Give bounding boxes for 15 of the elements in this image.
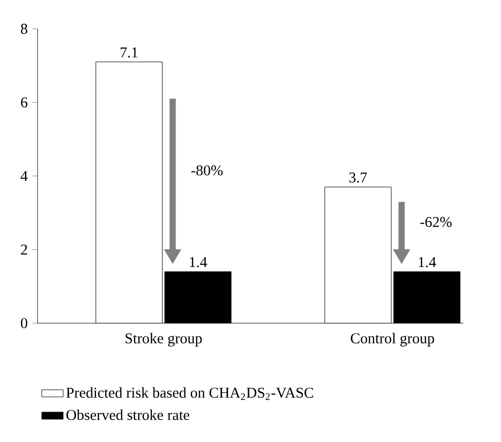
annotation: -62% (420, 216, 452, 228)
data-label: 3.7 (349, 172, 367, 183)
data-label: 7.1 (120, 47, 138, 58)
y-tick-label: 2 (21, 244, 28, 254)
x-tick-label: Control group (350, 332, 434, 346)
x-tick-label: Stroke group (126, 332, 202, 346)
y-tick-label: 0 (20, 318, 28, 328)
y-tick-label: 4 (20, 170, 28, 181)
legend-label: Observed stroke rate (66, 409, 190, 420)
annotation: -80% (191, 165, 223, 176)
y-tick-label: 8 (20, 24, 28, 34)
legend-label: Predicted risk based on CHA$_{2}$DS$_{2}$-VASC (66, 387, 314, 400)
data-label: 1.4 (190, 257, 208, 268)
data-label: 1.4 (418, 257, 436, 268)
y-tick-label: 6 (21, 97, 28, 108)
